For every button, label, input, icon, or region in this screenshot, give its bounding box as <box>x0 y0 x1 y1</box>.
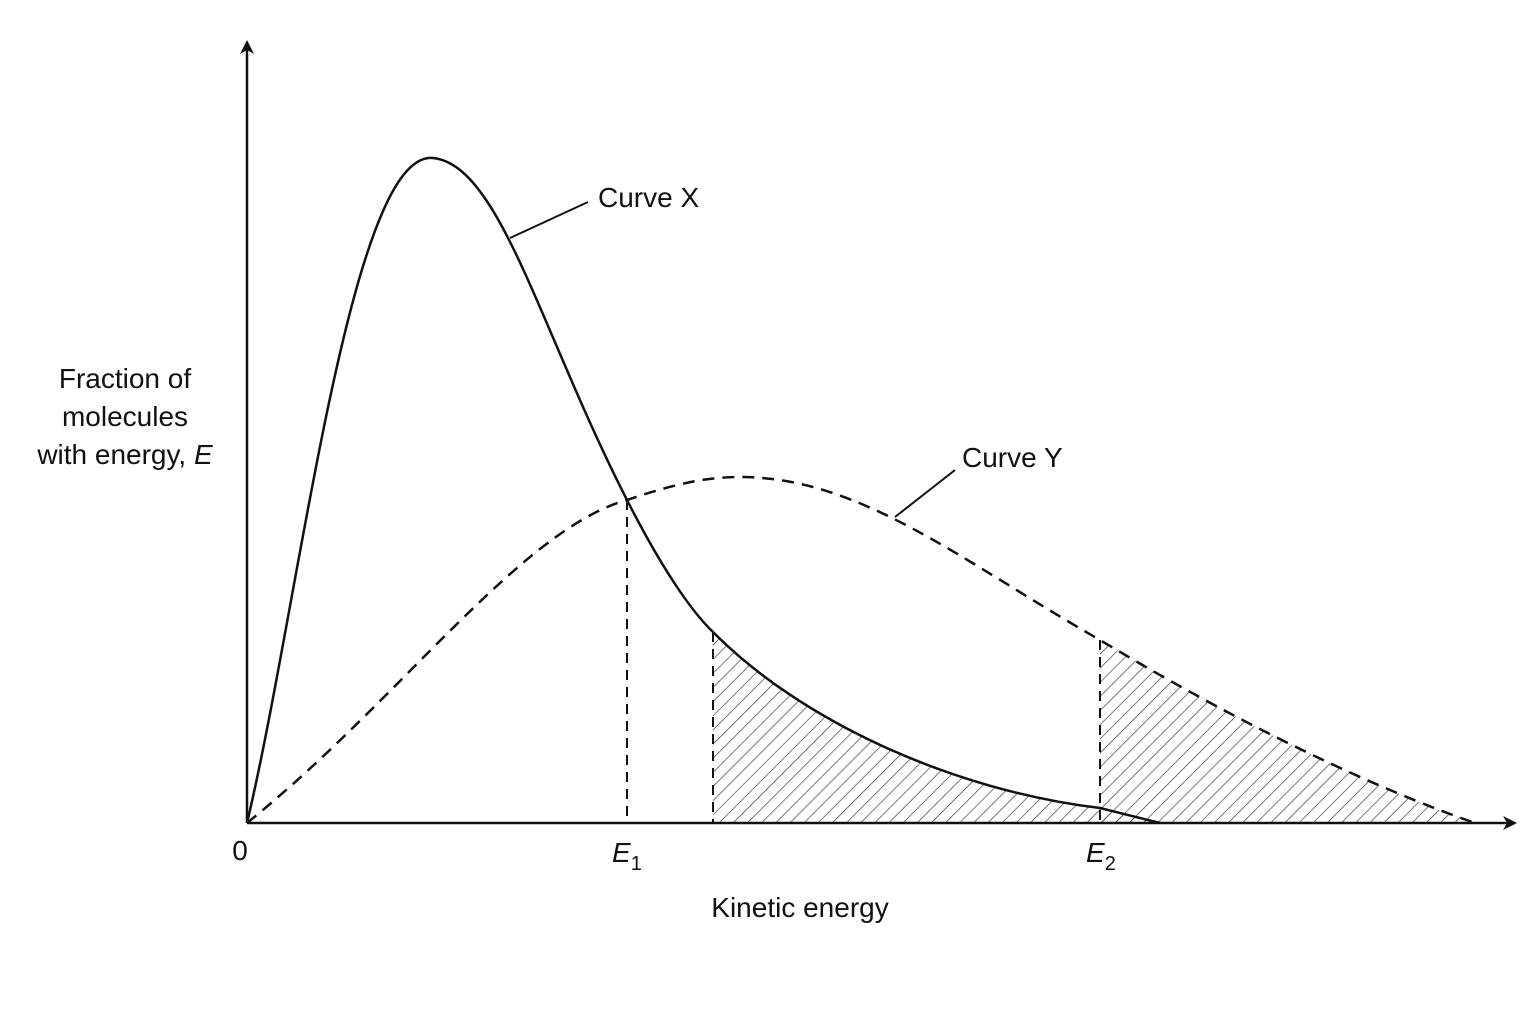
curve-x-label: Curve X <box>598 182 699 213</box>
y-axis-label: molecules <box>62 401 188 432</box>
y-axis-label: Fraction of <box>59 363 191 394</box>
curve-y-label: Curve Y <box>962 442 1063 473</box>
leader-x <box>509 201 589 239</box>
marker-subscript: 2 <box>1105 853 1116 875</box>
y-axis-label-italic: E <box>194 439 213 470</box>
marker-subscript: 1 <box>631 853 642 875</box>
marker-label: E <box>1086 837 1105 868</box>
y-axis-label-text: with energy, <box>36 439 194 470</box>
hatched-area-y <box>1100 640 1475 823</box>
y-axis-label: with energy, E <box>36 439 213 470</box>
marker-label: E <box>612 837 631 868</box>
e1-label: E1 <box>612 837 642 875</box>
x-axis-label: Kinetic energy <box>711 892 888 923</box>
curve-y <box>246 475 1476 825</box>
leader-y <box>894 469 956 518</box>
curve-x <box>245 156 1161 825</box>
origin-label: 0 <box>232 835 248 866</box>
hatched-area-x <box>713 632 1160 823</box>
e2-label: E2 <box>1086 837 1116 875</box>
